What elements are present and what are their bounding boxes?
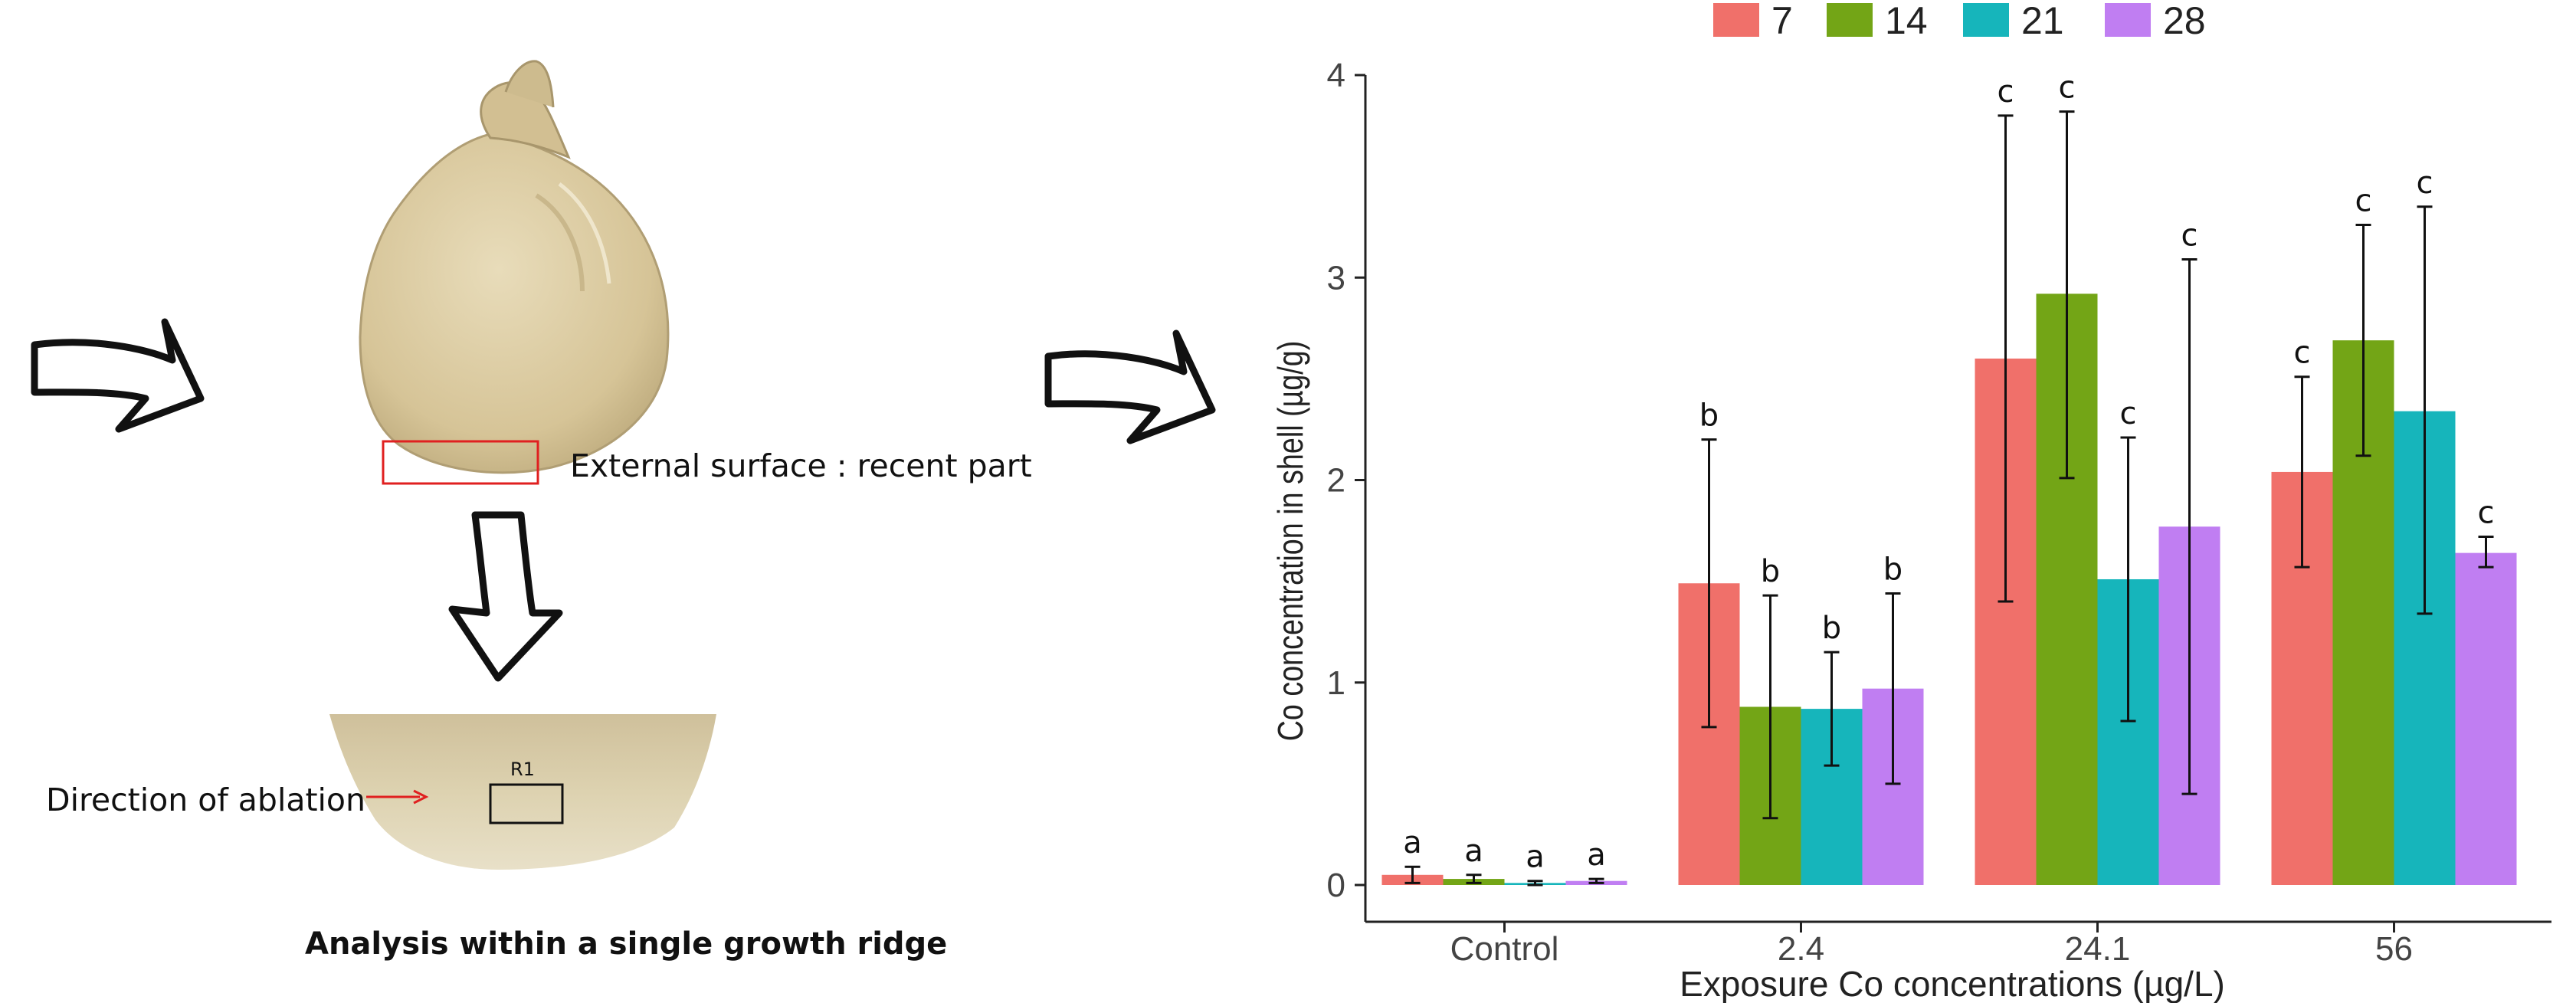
shell-image: [359, 60, 670, 474]
region-box: [489, 783, 564, 824]
legend-label: 28: [2163, 0, 2206, 42]
legend-label: 21: [2021, 0, 2064, 42]
recent-part-box: [382, 440, 539, 485]
bar-chart: 7 14 21 28 0 1 2 3 4 Control 2.4 24.1 56 a a a a b b b b c c…: [1270, 0, 2551, 1003]
significance-label: c: [2478, 495, 2495, 530]
legend-swatch: [1963, 3, 2009, 37]
x-tick-label: Control: [1450, 930, 1559, 968]
significance-label: b: [1822, 611, 1841, 646]
legend-label: 14: [1885, 0, 1928, 42]
right-arrow-icon: [1044, 329, 1216, 444]
significance-label: b: [1883, 552, 1903, 587]
down-arrow-icon: [448, 511, 563, 682]
right-arrow-icon: [31, 318, 205, 433]
x-tick-label: 2.4: [1778, 930, 1824, 968]
x-tick-label: 56: [2375, 930, 2413, 968]
significance-label: a: [1526, 840, 1545, 875]
bar: [2455, 552, 2517, 885]
legend-swatch: [1713, 3, 1759, 37]
chart-bars: a a a a b b b b c c c c c c c c: [1381, 70, 2517, 887]
y-tick-label: 2: [1327, 462, 1345, 500]
y-tick-label: 0: [1327, 867, 1345, 904]
x-tick-label: 24.1: [2065, 930, 2131, 968]
significance-label: c: [2181, 218, 2198, 253]
significance-label: b: [1761, 554, 1780, 589]
legend-label: 7: [1771, 0, 1793, 42]
chart-legend: 7 14 21 28: [1713, 0, 2206, 42]
significance-label: c: [2120, 396, 2137, 431]
growth-ridge-image: [329, 714, 716, 870]
chart-axes: 0 1 2 3 4 Control 2.4 24.1 56: [1327, 57, 2551, 968]
region-label: R1: [510, 759, 535, 780]
significance-label: a: [1403, 825, 1422, 860]
surface-label: External surface : recent part: [570, 447, 1032, 484]
significance-label: a: [1464, 834, 1483, 869]
figure-caption: Analysis within a single growth ridge: [305, 926, 947, 962]
y-tick-label: 4: [1327, 57, 1345, 94]
y-axis-label: Co concentration in shell (µg/g): [1270, 341, 1309, 742]
significance-label: a: [1587, 837, 1606, 873]
significance-label: c: [2417, 166, 2433, 201]
significance-label: c: [2059, 70, 2076, 106]
significance-label: c: [1998, 74, 2014, 110]
x-axis-label: Exposure Co concentrations (µg/L): [1680, 964, 2225, 1003]
legend-swatch: [1827, 3, 1873, 37]
significance-label: b: [1699, 398, 1719, 434]
ablation-label: Direction of ablation: [46, 782, 365, 818]
y-tick-label: 1: [1327, 664, 1345, 702]
significance-label: c: [2294, 336, 2311, 371]
legend-swatch: [2105, 3, 2151, 37]
significance-label: c: [2355, 184, 2372, 219]
y-tick-label: 3: [1327, 259, 1345, 297]
